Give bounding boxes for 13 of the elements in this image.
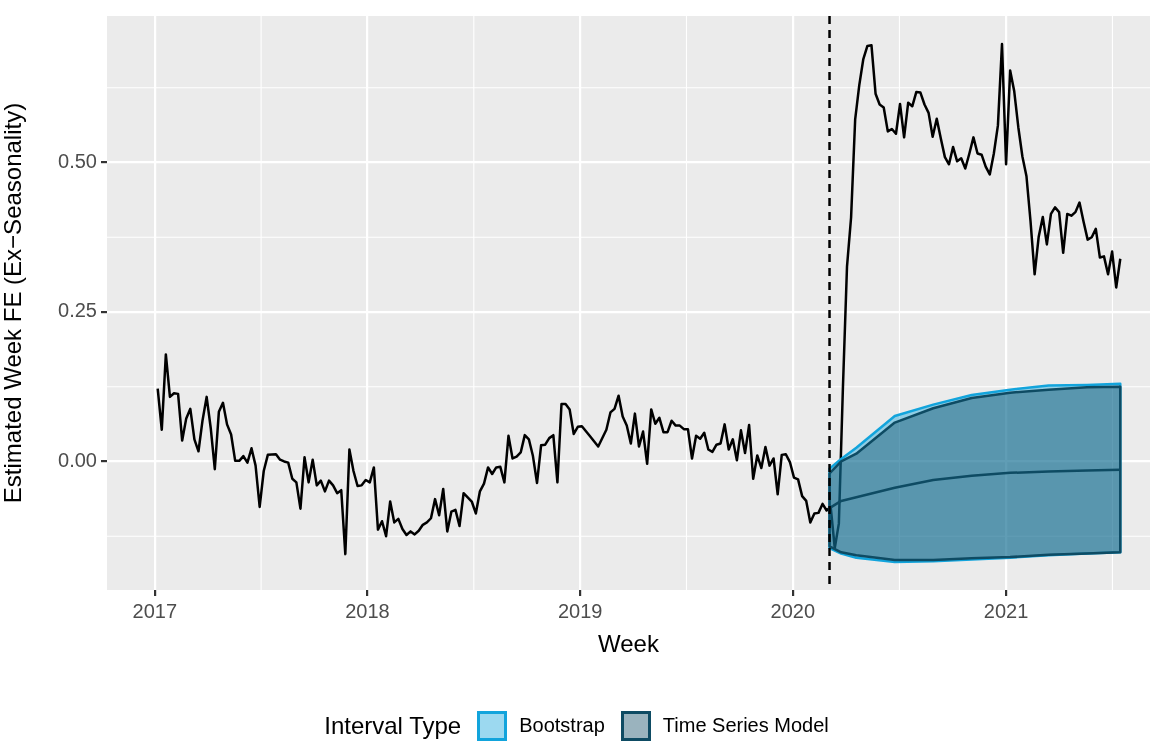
x-tick-label: 2020 (770, 599, 816, 622)
y-tick-label: 0.50 (58, 150, 97, 173)
legend-title: Interval Type (324, 711, 462, 740)
legend-label: Time Series Model (662, 714, 829, 737)
y-tick-label: 0.00 (58, 448, 97, 471)
x-axis-title: Week (598, 630, 660, 658)
x-tick-label: 2021 (983, 599, 1029, 622)
y-axis-title: Estimated Week FE (Ex−Seasonality) (0, 102, 27, 504)
x-tick-label: 2019 (557, 599, 603, 622)
legend-label: Bootstrap (519, 714, 605, 737)
x-tick-label: 2017 (132, 599, 178, 622)
y-tick-label: 0.25 (58, 299, 97, 322)
x-tick-label: 2018 (345, 599, 390, 622)
